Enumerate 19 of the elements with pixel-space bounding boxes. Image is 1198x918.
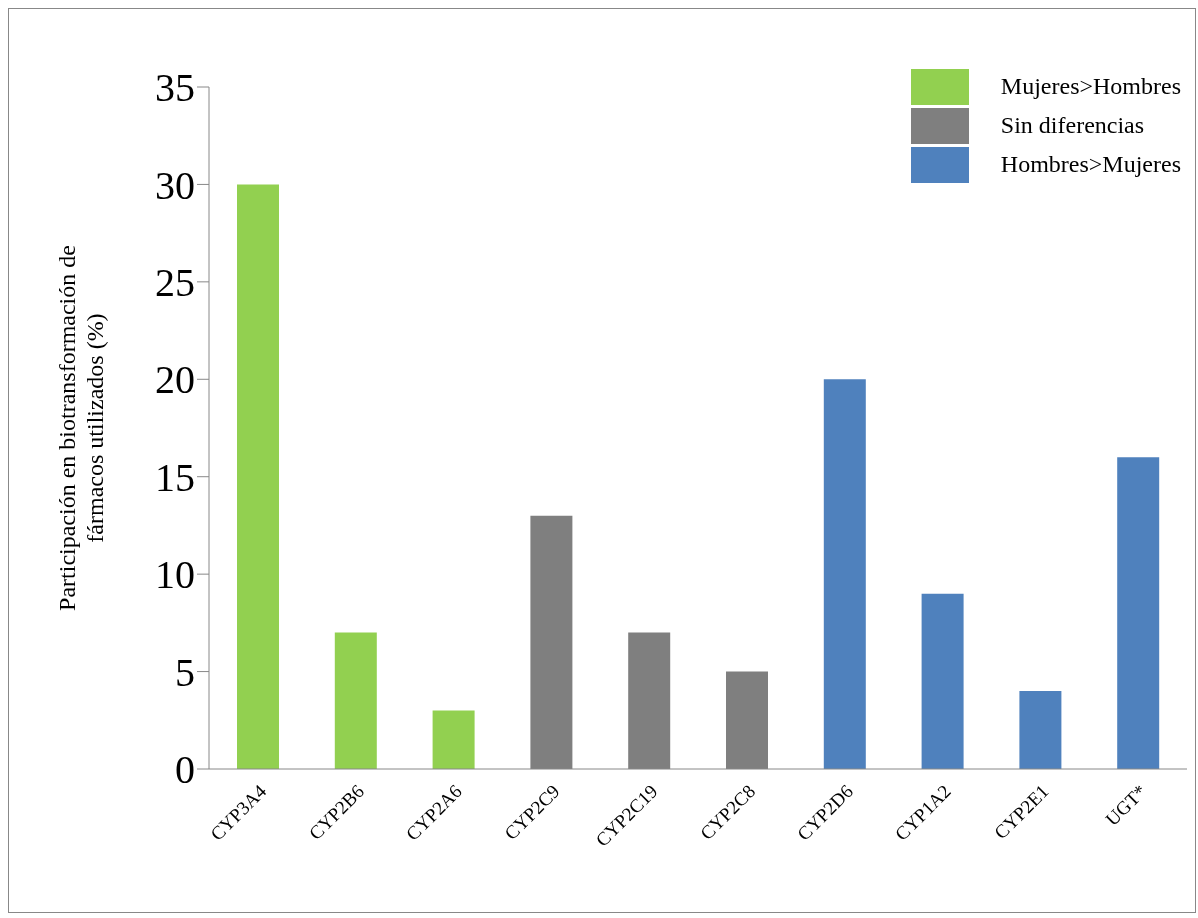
y-tick-label: 10 — [155, 552, 195, 598]
y-tick-label: 30 — [155, 162, 195, 208]
y-tick-label: 20 — [155, 357, 195, 403]
bar — [334, 632, 377, 769]
bar — [1117, 457, 1160, 769]
y-tick-label: 5 — [175, 649, 195, 695]
bar — [237, 184, 279, 769]
legend-label: Mujeres>Hombres — [1000, 73, 1181, 100]
y-tick-label: 15 — [155, 454, 195, 500]
bar — [432, 710, 475, 769]
y-tick-label: 25 — [155, 260, 195, 306]
legend-label: Sin diferencias — [1000, 112, 1145, 139]
bar — [921, 593, 964, 769]
bar — [823, 379, 866, 769]
bar — [1019, 691, 1062, 769]
y-tick-label: 0 — [175, 747, 195, 793]
y-axis-title: Participación en biotransformación de fármacos utilizados (%) — [54, 245, 108, 611]
y-tick-label: 35 — [155, 65, 195, 111]
legend-label: Hombres>Mujeres — [1000, 151, 1181, 178]
